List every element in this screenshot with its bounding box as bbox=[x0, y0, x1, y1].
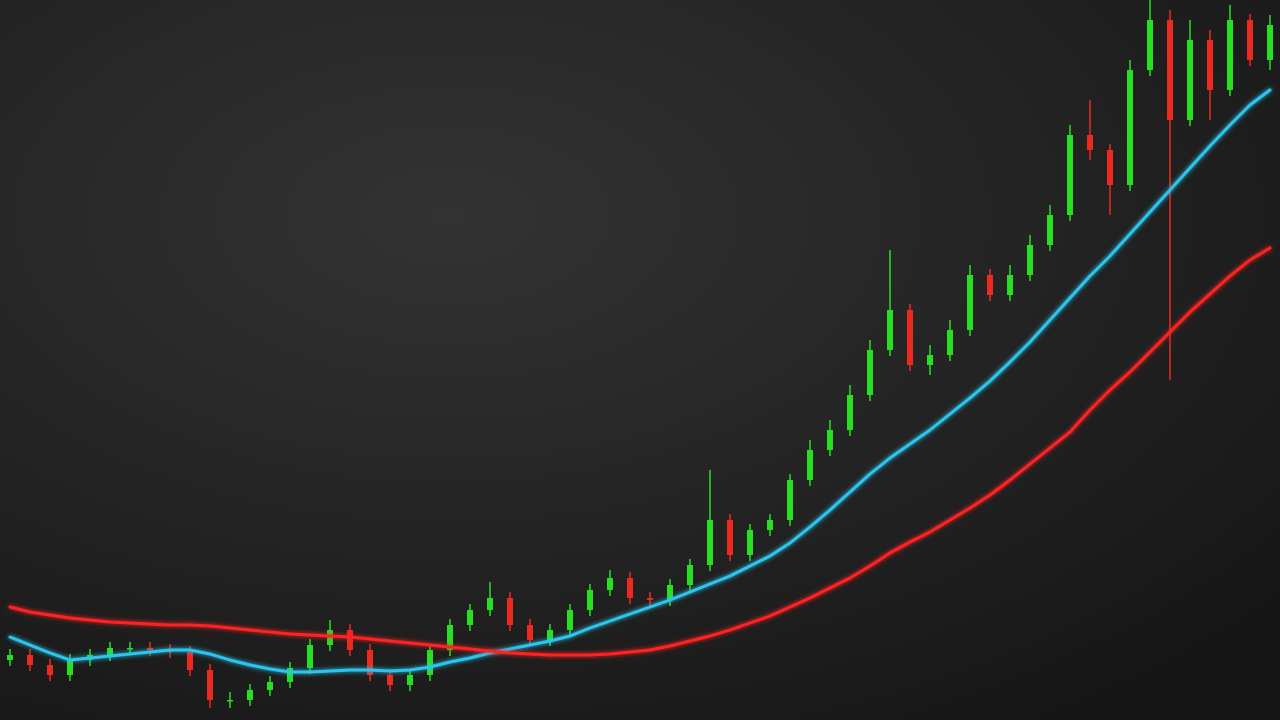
candle-body bbox=[1107, 150, 1113, 185]
candle-body bbox=[1267, 25, 1273, 60]
candle-body bbox=[947, 330, 953, 355]
candle-body bbox=[487, 598, 493, 610]
candle-body bbox=[687, 565, 693, 585]
moving-average-line bbox=[8, 246, 1272, 657]
candle-body bbox=[887, 310, 893, 350]
candle-body bbox=[427, 650, 433, 675]
candle-body bbox=[27, 655, 33, 665]
candle-body bbox=[547, 630, 553, 640]
candle-body bbox=[727, 520, 733, 555]
candle-body bbox=[1187, 40, 1193, 120]
candle-body bbox=[627, 578, 633, 598]
candle-body bbox=[587, 590, 593, 610]
candle-body bbox=[387, 675, 393, 685]
candle-body bbox=[767, 520, 773, 530]
candle-body bbox=[867, 350, 873, 395]
candle-body bbox=[47, 665, 53, 675]
candle-body bbox=[507, 598, 513, 625]
candle-body bbox=[307, 645, 313, 668]
candle-body bbox=[147, 648, 153, 650]
candle-body bbox=[207, 670, 213, 700]
candle-body bbox=[467, 610, 473, 625]
candle-body bbox=[7, 655, 13, 660]
candle-body bbox=[907, 310, 913, 365]
candle-body bbox=[407, 675, 413, 685]
candle-body bbox=[1087, 135, 1093, 150]
candle-body bbox=[447, 625, 453, 650]
candle-body bbox=[247, 690, 253, 700]
candle-body bbox=[1147, 20, 1153, 70]
candle-body bbox=[647, 598, 653, 600]
candle-body bbox=[967, 275, 973, 330]
candle-body bbox=[1007, 275, 1013, 295]
candle-body bbox=[827, 430, 833, 450]
candle-body bbox=[227, 700, 233, 702]
candle-body bbox=[267, 682, 273, 690]
candle-body bbox=[667, 585, 673, 600]
candle-body bbox=[1047, 215, 1053, 245]
candle-body bbox=[1207, 40, 1213, 90]
candle-body bbox=[927, 355, 933, 365]
candle-body bbox=[1027, 245, 1033, 275]
candle-body bbox=[527, 625, 533, 640]
candle-body bbox=[747, 530, 753, 555]
candle-body bbox=[347, 630, 353, 650]
candle-body bbox=[987, 275, 993, 295]
candle-body bbox=[1227, 20, 1233, 90]
candle-body bbox=[1167, 20, 1173, 120]
candle-body bbox=[707, 520, 713, 565]
candle-body bbox=[807, 450, 813, 480]
candle-body bbox=[187, 652, 193, 670]
candle-body bbox=[787, 480, 793, 520]
candle-body bbox=[1067, 135, 1073, 215]
candle-body bbox=[67, 660, 73, 675]
candle-body bbox=[1247, 20, 1253, 60]
candle-body bbox=[127, 648, 133, 650]
candle-body bbox=[847, 395, 853, 430]
candle-body bbox=[567, 610, 573, 630]
moving-average-line bbox=[8, 88, 1272, 674]
candle-body bbox=[607, 578, 613, 590]
candle-body bbox=[107, 648, 113, 655]
candle-body bbox=[367, 650, 373, 675]
candle-body bbox=[287, 668, 293, 682]
candle-body bbox=[1127, 70, 1133, 185]
